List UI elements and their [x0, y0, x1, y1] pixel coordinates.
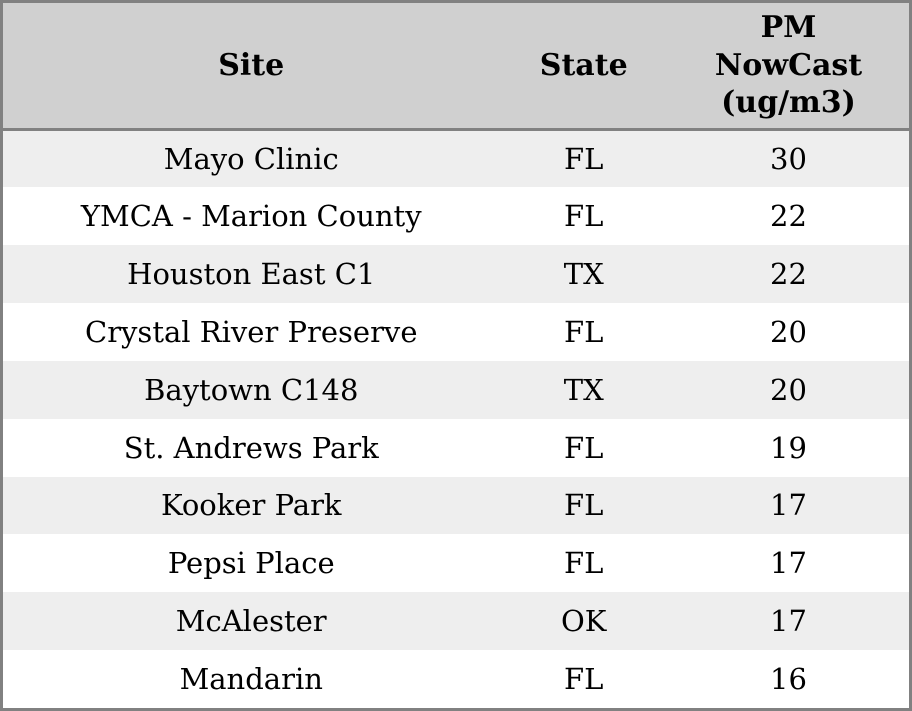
- header-row: Site State PM NowCast (ug/m3): [3, 3, 909, 131]
- table-body: Mayo Clinic FL 30 YMCA - Marion County F…: [3, 129, 909, 708]
- cell-site: St. Andrews Park: [123, 430, 379, 465]
- column-header-pm-nowcast: PM NowCast (ug/m3): [668, 3, 909, 131]
- cell-site: McAlester: [175, 604, 327, 639]
- cell-site: Crystal River Preserve: [85, 314, 418, 349]
- table-row: YMCA - Marion County FL 22: [3, 187, 909, 246]
- cell-site: Baytown C148: [144, 372, 359, 407]
- cell-state: FL: [564, 314, 604, 349]
- cell-pm: 17: [770, 604, 807, 639]
- cell-pm: 30: [770, 142, 807, 177]
- table-row: McAlester OK 17: [3, 592, 909, 651]
- cell-state: FL: [564, 488, 604, 523]
- cell-site: YMCA - Marion County: [80, 199, 422, 234]
- cell-pm: 16: [770, 662, 807, 697]
- cell-state: TX: [563, 372, 604, 407]
- table-row: Mayo Clinic FL 30: [3, 129, 909, 188]
- cell-state: FL: [564, 199, 604, 234]
- cell-state: FL: [564, 662, 604, 697]
- cell-state: FL: [564, 430, 604, 465]
- pm-nowcast-table: Site State PM NowCast (ug/m3) Mayo Clini…: [3, 3, 909, 708]
- cell-site: Mayo Clinic: [163, 142, 339, 177]
- column-header-pm-nowcast-label: PM NowCast (ug/m3): [714, 10, 863, 121]
- cell-state: FL: [564, 546, 604, 581]
- column-header-site: Site: [3, 3, 500, 131]
- table-header: Site State PM NowCast (ug/m3): [3, 3, 909, 131]
- cell-site: Kooker Park: [160, 488, 342, 523]
- table-row: St. Andrews Park FL 19: [3, 418, 909, 477]
- cell-state: FL: [564, 142, 604, 177]
- cell-site: Houston East C1: [127, 257, 376, 292]
- cell-pm: 17: [770, 546, 807, 581]
- cell-pm: 22: [770, 257, 807, 292]
- table-row: Mandarin FL 16: [3, 650, 909, 708]
- cell-state: OK: [561, 604, 607, 639]
- cell-site: Mandarin: [179, 662, 323, 697]
- cell-pm: 22: [770, 199, 807, 234]
- table-row: Kooker Park FL 17: [3, 476, 909, 535]
- table-row: Pepsi Place FL 17: [3, 534, 909, 593]
- cell-pm: 17: [770, 488, 807, 523]
- cell-pm: 20: [770, 314, 807, 349]
- cell-pm: 20: [770, 372, 807, 407]
- table-row: Crystal River Preserve FL 20: [3, 303, 909, 361]
- cell-site: Pepsi Place: [167, 546, 335, 581]
- table-row: Baytown C148 TX 20: [3, 360, 909, 419]
- cell-state: TX: [563, 257, 604, 292]
- column-header-state: State: [499, 3, 668, 131]
- table-row: Houston East C1 TX 22: [3, 245, 909, 304]
- cell-pm: 19: [770, 430, 807, 465]
